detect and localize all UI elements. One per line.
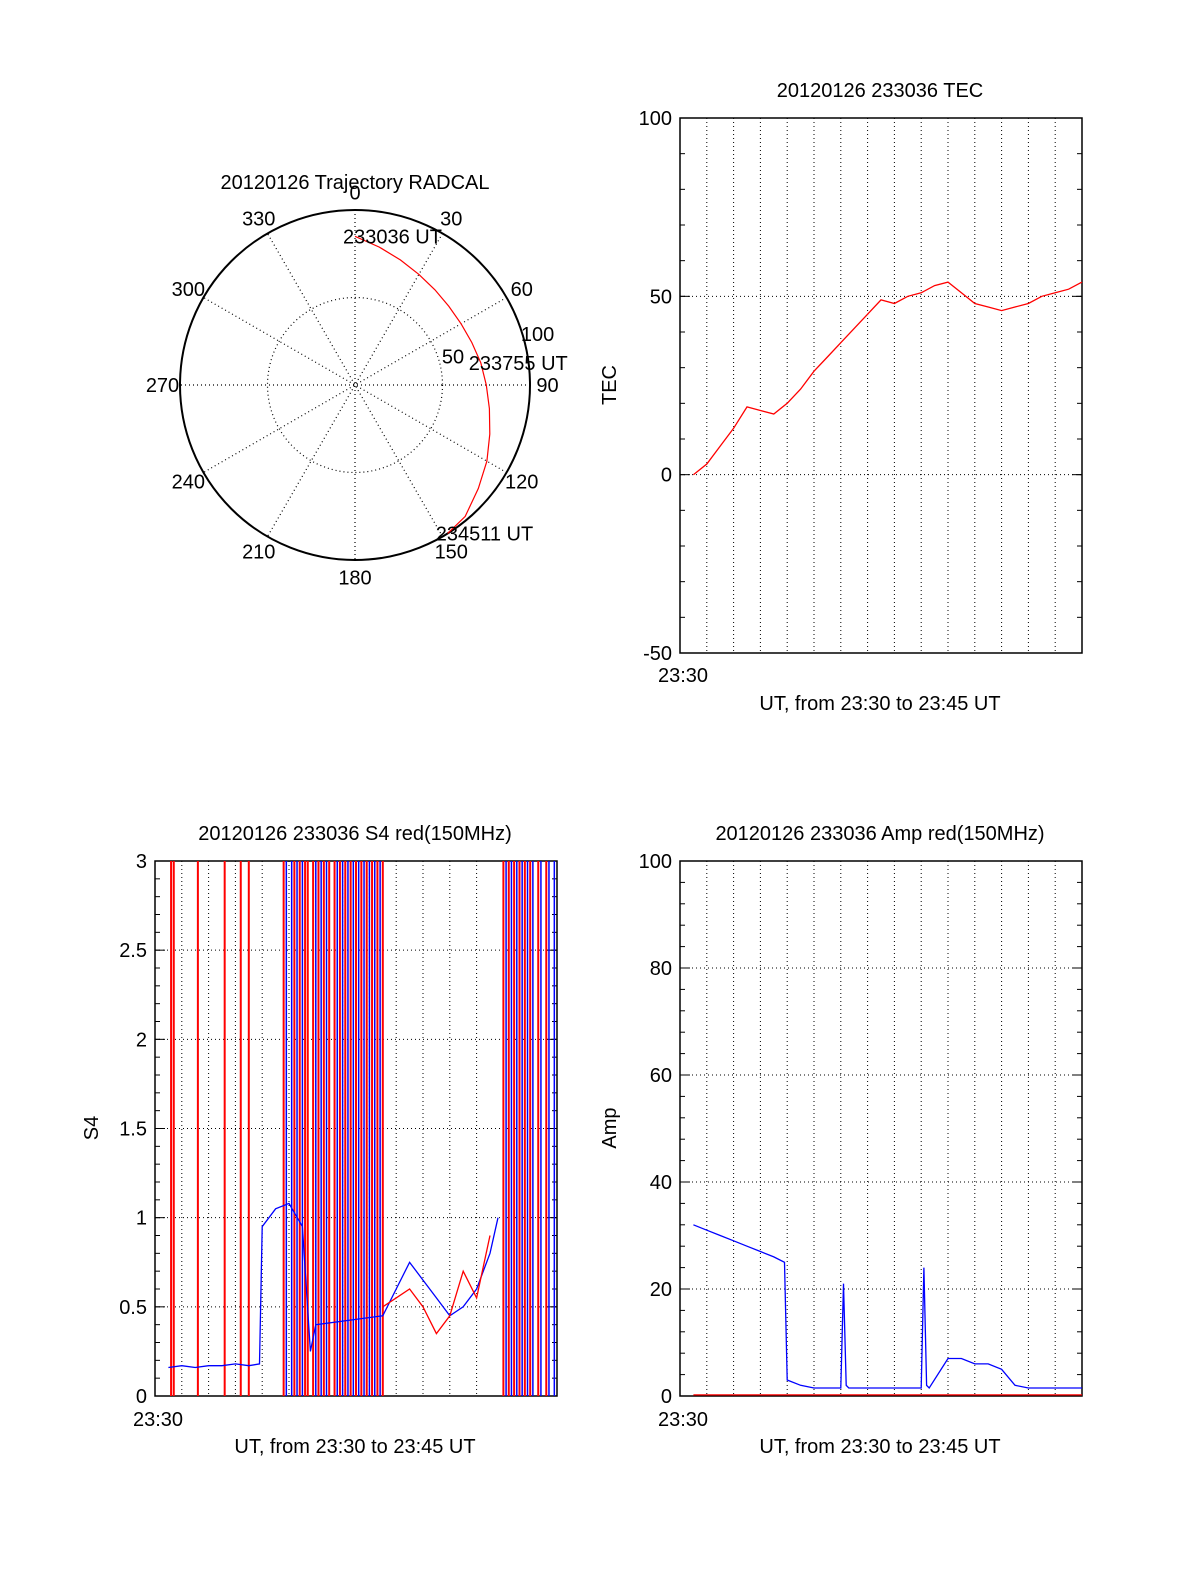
polar-trajectory-panel: 20120126 Trajectory RADCAL 233036 UT 2337…	[146, 172, 568, 590]
tec-x-tick-label: 23:30	[658, 665, 708, 687]
amp-y-tick-label: 20	[650, 1279, 672, 1301]
s4-blue-series-line	[168, 1202, 499, 1369]
amp-y-tick-label: 0	[661, 1386, 672, 1408]
amp-plot-frame	[679, 860, 1083, 1397]
polar-angle-label: 150	[435, 542, 468, 564]
tec-y-tick-label: 50	[650, 286, 672, 308]
s4-x-tick-label: 23:30	[133, 1409, 183, 1431]
tec-plot-frame	[679, 117, 1083, 654]
s4-y-axis-label: S4	[81, 1116, 103, 1140]
tec-title: 20120126 233036 TEC	[777, 80, 983, 102]
s4-y-tick-label: 1	[136, 1208, 147, 1230]
trajectory-line	[354, 235, 491, 534]
polar-angle-label: 30	[440, 208, 462, 230]
polar-time-annotation: 233755 UT	[469, 353, 568, 375]
polar-angle-label: 90	[536, 375, 558, 397]
s4-y-tick-label: 1.5	[119, 1119, 147, 1141]
polar-radial-label: 100	[521, 324, 554, 346]
amp-y-tick-label: 100	[639, 851, 672, 873]
polar-time-annotation: 233036 UT	[343, 226, 442, 248]
amp-x-tick-label: 23:30	[658, 1409, 708, 1431]
s4-y-tick-label: 0	[136, 1386, 147, 1408]
s4-y-tick-label: 0.5	[119, 1297, 147, 1319]
polar-angle-label: 180	[338, 568, 371, 590]
s4-y-tick-label: 2	[136, 1029, 147, 1051]
polar-ring	[266, 296, 444, 474]
polar-angle-label: 330	[242, 208, 275, 230]
amp-y-tick-label: 40	[650, 1172, 672, 1194]
s4-y-tick-label: 2.5	[119, 940, 147, 962]
amp-y-tick-label: 60	[650, 1065, 672, 1087]
amp-y-axis-label: Amp	[599, 1107, 621, 1148]
polar-radial-label: 50	[442, 347, 464, 369]
polar-angle-label: 120	[505, 471, 538, 493]
s4-x-axis-label: UT, from 23:30 to 23:45 UT	[234, 1436, 475, 1458]
amp-x-axis-label: UT, from 23:30 to 23:45 UT	[759, 1436, 1000, 1458]
polar-title: 20120126 Trajectory RADCAL	[220, 172, 489, 194]
s4-title: 20120126 233036 S4 red(150MHz)	[198, 823, 512, 845]
s4-panel: 20120126 233036 S4 red(150MHz) 0 0.5 1 1.5 2…	[81, 823, 558, 1458]
polar-angle-label: 300	[172, 279, 205, 301]
polar-angle-label: 60	[511, 279, 533, 301]
s4-red-series-line	[382, 1235, 491, 1335]
tec-y-tick-label: 100	[639, 108, 672, 130]
amp-y-tick-label: 80	[650, 958, 672, 980]
amp-title: 20120126 233036 Amp red(150MHz)	[715, 823, 1044, 845]
amp-blue-series-line	[693, 1224, 1082, 1390]
tec-y-tick-label: 0	[661, 465, 672, 487]
tec-series-line	[692, 281, 1083, 476]
tec-panel: 20120126 233036 TEC -50 0 50 100 23:30 UT, …	[599, 80, 1083, 715]
polar-time-annotation: 234511 UT	[436, 523, 533, 545]
tec-x-axis-label: UT, from 23:30 to 23:45 UT	[759, 693, 1000, 715]
polar-angle-label: 210	[242, 542, 275, 564]
tec-y-tick-label: -50	[643, 643, 672, 665]
polar-angle-label: 0	[349, 183, 360, 205]
tec-y-axis-label: TEC	[599, 365, 621, 405]
polar-angle-label: 270	[146, 375, 179, 397]
s4-y-tick-label: 3	[136, 851, 147, 873]
amp-panel: 20120126 233036 Amp red(150MHz) 0 20 40 60 8…	[599, 823, 1083, 1458]
polar-angle-label: 240	[172, 471, 205, 493]
